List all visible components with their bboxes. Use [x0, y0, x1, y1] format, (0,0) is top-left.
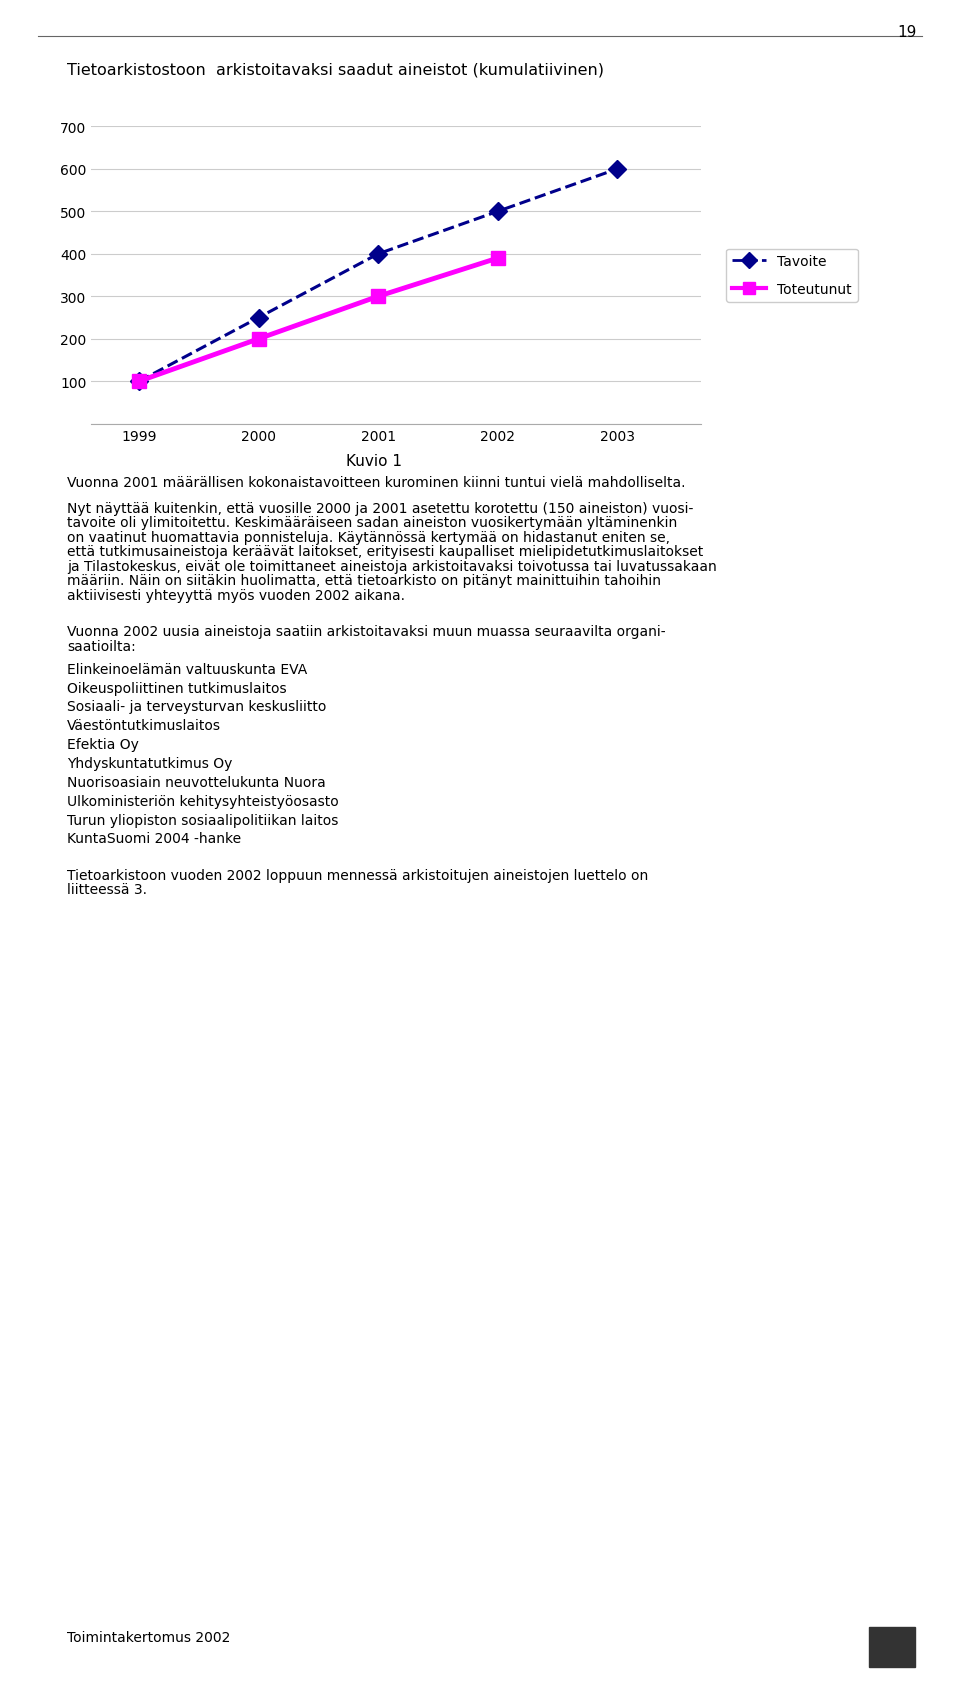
Text: ja Tilastokeskus, eivät ole toimittaneet aineistoja arkistoitavaksi toivotussa t: ja Tilastokeskus, eivät ole toimittaneet… [67, 559, 717, 574]
Text: KuntaSuomi 2004 -hanke: KuntaSuomi 2004 -hanke [67, 832, 241, 846]
Text: Efektia Oy: Efektia Oy [67, 737, 139, 752]
Text: tavoite oli ylimitoitettu. Keskimääräiseen sadan aineiston vuosikertymään yltämi: tavoite oli ylimitoitettu. Keskimääräise… [67, 516, 678, 530]
Text: Toimintakertomus 2002: Toimintakertomus 2002 [67, 1630, 230, 1644]
Text: Väestöntutkimuslaitos: Väestöntutkimuslaitos [67, 718, 221, 734]
Text: 19: 19 [898, 25, 917, 41]
Text: on vaatinut huomattavia ponnisteluja. Käytännössä kertymää on hidastanut eniten : on vaatinut huomattavia ponnisteluja. Kä… [67, 530, 670, 545]
Text: Elinkeinoelämän valtuuskunta EVA: Elinkeinoelämän valtuuskunta EVA [67, 662, 307, 676]
Text: saatioilta:: saatioilta: [67, 638, 136, 654]
Text: Nuorisoasiain neuvottelukunta Nuora: Nuorisoasiain neuvottelukunta Nuora [67, 776, 326, 790]
Text: Nyt näyttää kuitenkin, että vuosille 2000 ja 2001 asetettu korotettu (150 aineis: Nyt näyttää kuitenkin, että vuosille 200… [67, 501, 693, 516]
Text: aktiivisesti yhteyyttä myös vuoden 2002 aikana.: aktiivisesti yhteyyttä myös vuoden 2002 … [67, 589, 405, 603]
Text: Turun yliopiston sosiaalipolitiikan laitos: Turun yliopiston sosiaalipolitiikan lait… [67, 813, 339, 827]
Text: Oikeuspoliittinen tutkimuslaitos: Oikeuspoliittinen tutkimuslaitos [67, 681, 287, 694]
Text: Kuvio 1: Kuvio 1 [347, 453, 402, 469]
Text: Tietoarkistostoon  arkistoitavaksi saadut aineistot (kumulatiivinen): Tietoarkistostoon arkistoitavaksi saadut… [67, 63, 604, 78]
Legend: Tavoite, Toteutunut: Tavoite, Toteutunut [726, 250, 857, 302]
Text: Vuonna 2001 määrällisen kokonaistavoitteen kurominen kiinni tuntui vielä mahdoll: Vuonna 2001 määrällisen kokonaistavoitte… [67, 475, 685, 489]
Text: Yhdyskuntatutkimus Oy: Yhdyskuntatutkimus Oy [67, 757, 232, 771]
Text: että tutkimusaineistoja keräävät laitokset, erityisesti kaupalliset mielipidetut: että tutkimusaineistoja keräävät laitoks… [67, 545, 704, 559]
Text: määriin. Näin on siitäkin huolimatta, että tietoarkisto on pitänyt mainittuihin : määriin. Näin on siitäkin huolimatta, et… [67, 574, 661, 588]
Text: liitteessä 3.: liitteessä 3. [67, 883, 147, 897]
Text: Vuonna 2002 uusia aineistoja saatiin arkistoitavaksi muun muassa seuraavilta org: Vuonna 2002 uusia aineistoja saatiin ark… [67, 625, 666, 638]
Text: Sosiaali- ja terveysturvan keskusliitto: Sosiaali- ja terveysturvan keskusliitto [67, 700, 326, 715]
Text: Tietoarkistoon vuoden 2002 loppuun mennessä arkistoitujen aineistojen luettelo o: Tietoarkistoon vuoden 2002 loppuun menne… [67, 868, 648, 883]
Text: Ulkoministeriön kehitysyhteistyöosasto: Ulkoministeriön kehitysyhteistyöosasto [67, 795, 339, 808]
